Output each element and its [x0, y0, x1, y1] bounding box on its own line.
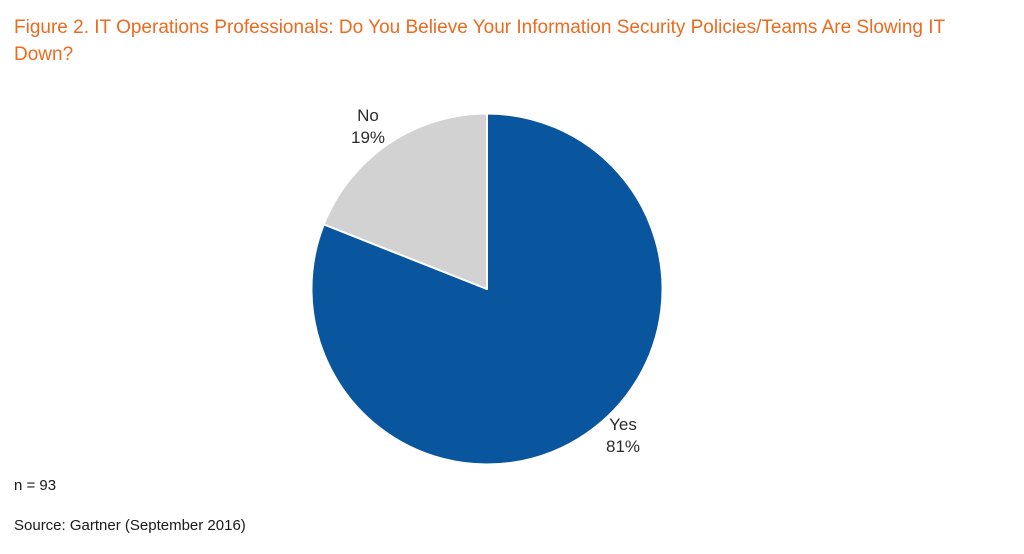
- source-note: Source: Gartner (September 2016): [14, 517, 246, 534]
- pie-label-yes: Yes 81%: [605, 415, 641, 456]
- sample-size-note: n = 93: [14, 477, 57, 494]
- figure-title: Figure 2. IT Operations Professionals: D…: [14, 17, 945, 65]
- pie-chart: [292, 94, 682, 484]
- pie-chart-svg: [310, 112, 664, 466]
- pie-slice-no: [322, 112, 488, 290]
- pie-label-no: No 19%: [350, 106, 386, 147]
